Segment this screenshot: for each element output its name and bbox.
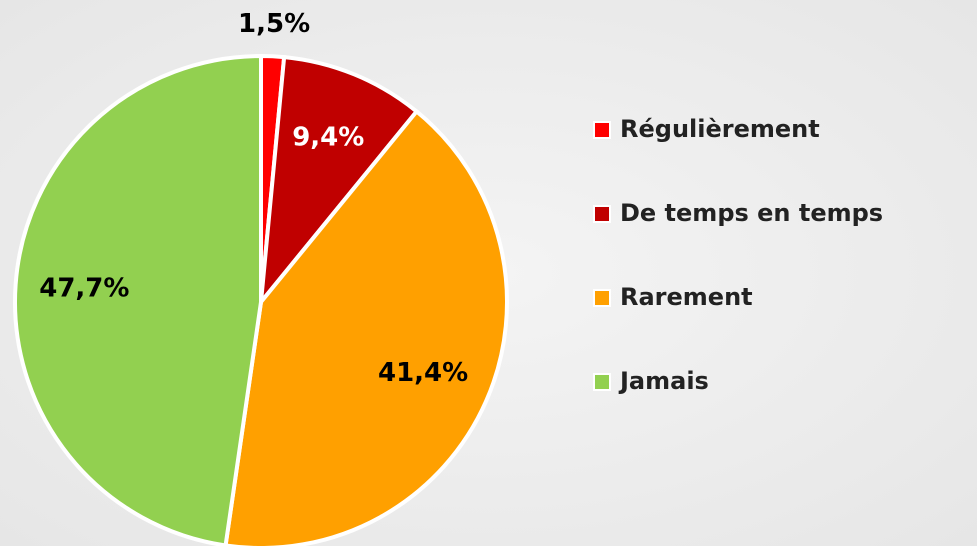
data-label: 47,7%: [39, 274, 129, 304]
pie-slice: [223, 108, 509, 546]
legend-swatch: [593, 121, 611, 139]
data-label: 41,4%: [378, 358, 468, 388]
legend-label: De temps en temps: [620, 199, 883, 227]
pie-slice: [13, 53, 263, 546]
pie-slice: [258, 54, 420, 309]
legend-swatch: [593, 289, 611, 307]
data-label: 9,4%: [292, 123, 364, 153]
legend-swatch: [593, 373, 611, 391]
legend-swatch: [593, 205, 611, 223]
legend-label: Rarement: [620, 283, 753, 311]
data-label: 1,5%: [238, 9, 310, 39]
legend-label: Jamais: [618, 367, 709, 395]
legend-label: Régulièrement: [620, 115, 820, 143]
